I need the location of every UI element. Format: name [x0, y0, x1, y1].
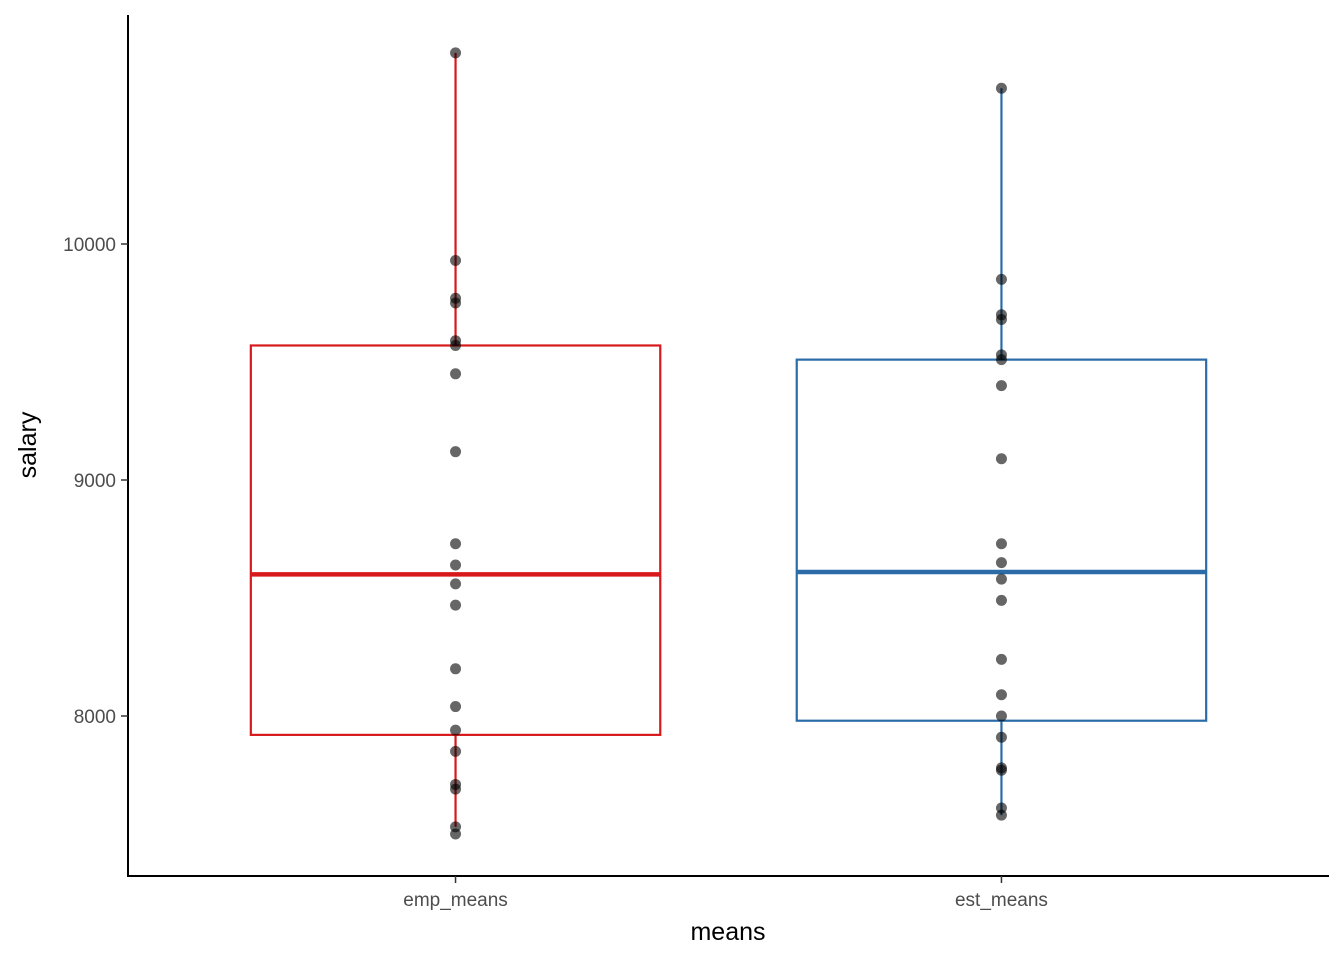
y-ticks: 8000 9000 10000: [63, 235, 128, 728]
data-point-emp_means-8: [450, 538, 462, 550]
data-point-emp_means-14: [450, 724, 462, 736]
data-point-emp_means-6: [450, 368, 462, 380]
data-point-est_means-6: [995, 380, 1007, 392]
data-point-est_means-9: [995, 557, 1007, 569]
data-point-emp_means-1: [450, 255, 462, 267]
y-axis-title: salary: [14, 411, 42, 478]
data-point-emp_means-17: [450, 783, 462, 795]
data-point-emp_means-5: [450, 339, 462, 351]
data-point-emp_means-0: [450, 47, 462, 59]
data-point-est_means-8: [995, 538, 1007, 550]
x-ticks: emp_means est_means: [403, 876, 1048, 911]
data-point-est_means-12: [995, 653, 1007, 665]
data-point-emp_means-15: [450, 745, 462, 757]
data-point-emp_means-13: [450, 701, 462, 713]
data-point-emp_means-9: [450, 559, 462, 571]
data-point-emp_means-11: [450, 599, 462, 611]
data-point-est_means-13: [995, 689, 1007, 701]
data-point-emp_means-10: [450, 578, 462, 590]
data-point-est_means-5: [995, 354, 1007, 366]
y-tick-label-8000: 8000: [74, 707, 116, 728]
data-point-est_means-7: [995, 453, 1007, 465]
data-point-est_means-0: [995, 82, 1007, 94]
data-point-emp_means-7: [450, 446, 462, 458]
x-axis-title: means: [690, 918, 765, 946]
y-tick-label-9000: 9000: [74, 471, 116, 492]
x-tick-label-est_means: est_means: [955, 890, 1048, 911]
data-point-est_means-3: [995, 314, 1007, 326]
data-point-emp_means-12: [450, 663, 462, 675]
data-point-est_means-14: [995, 710, 1007, 722]
data-point-est_means-10: [995, 573, 1007, 585]
y-tick-label-10000: 10000: [63, 235, 116, 256]
x-tick-label-emp_means: emp_means: [403, 890, 508, 911]
data-point-emp_means-19: [450, 828, 462, 840]
data-point-emp_means-3: [450, 297, 462, 309]
data-point-est_means-11: [995, 594, 1007, 606]
data-point-est_means-15: [995, 731, 1007, 743]
points-layer: [450, 47, 1007, 840]
data-point-est_means-17: [995, 764, 1007, 776]
boxes-layer: [249, 52, 1208, 827]
data-point-est_means-19: [995, 809, 1007, 821]
data-point-est_means-1: [995, 273, 1007, 285]
